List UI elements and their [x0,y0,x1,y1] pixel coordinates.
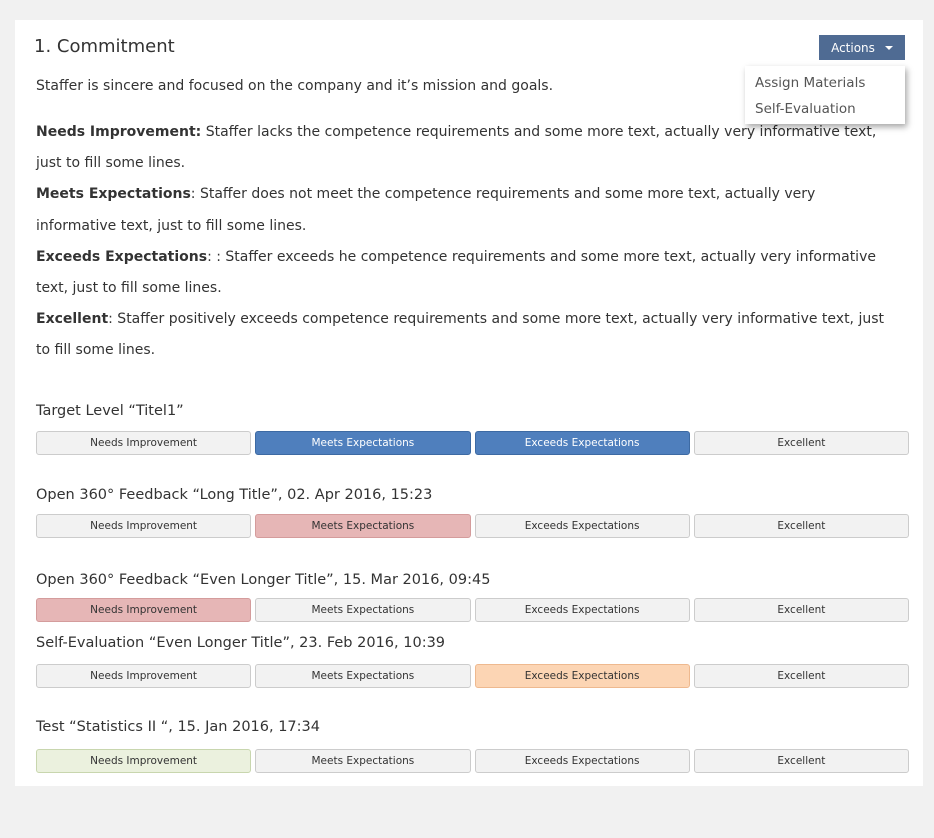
criterion-term: Exceeds Expectations [36,248,208,265]
rating-row: Needs Improvement Meets Expectations Excee… [36,514,909,538]
rating-button-needs-improvement[interactable]: Needs Improvement [36,598,252,622]
actions-menu: Assign Materials Self-Evaluation [745,66,905,124]
rating-button-excellent[interactable]: Excellent [693,514,909,538]
rating-button-meets-expectations[interactable]: Meets Expectations [255,749,471,773]
rating-button-excellent[interactable]: Excellent [693,598,909,622]
rating-row: Needs Improvement Meets Expectations Excee… [36,664,909,688]
rating-button-meets-expectations[interactable]: Meets Expectations [255,431,471,455]
criterion: Needs Improvement: Staffer lacks the com… [36,117,886,179]
criterion: Meets Expectations: Staffer does not mee… [36,179,886,241]
rating-button-needs-improvement[interactable]: Needs Improvement [36,664,252,688]
menu-item-assign-materials[interactable]: Assign Materials [755,75,866,91]
section-label: Self-Evaluation “Even Longer Title”, 23.… [36,635,446,651]
description: Staffer is sincere and focused on the co… [36,78,554,94]
criterion-term: Meets Expectations [36,186,191,203]
section-label: Test “Statistics II “, 15. Jan 2016, 17:… [36,719,320,735]
section-label: Open 360° Feedback “Even Longer Title”, … [36,572,491,588]
criterion-term: Excellent [36,311,109,328]
caret-down-icon [884,45,893,50]
rating-button-needs-improvement[interactable]: Needs Improvement [36,431,252,455]
rating-button-needs-improvement[interactable]: Needs Improvement [36,749,252,773]
section-label: Open 360° Feedback “Long Title”, 02. Apr… [36,487,433,503]
rating-button-exceeds-expectations[interactable]: Exceeds Expectations [474,514,690,538]
rating-row: Needs Improvement Meets Expectations Excee… [36,431,909,455]
rating-button-excellent[interactable]: Excellent [693,664,909,688]
criterion-text: : Staffer does not meet the competence r… [36,186,816,234]
page-title: 1. Commitment [34,36,175,57]
rating-button-needs-improvement[interactable]: Needs Improvement [36,514,252,538]
criterion-text: : : Staffer exceeds he competence requir… [36,248,876,297]
criterion-text: Staffer lacks the competence requirement… [36,124,877,172]
actions-label: Actions [831,40,875,55]
section-label: Target Level “Titel1” [36,403,184,419]
rating-row: Needs Improvement Meets Expectations Excee… [36,598,909,622]
menu-item-self-evaluation[interactable]: Self-Evaluation [755,101,856,117]
criterion-text: : Staffer positively exceeds competence … [36,311,884,359]
rating-button-excellent[interactable]: Excellent [693,431,909,455]
rating-button-exceeds-expectations[interactable]: Exceeds Expectations [474,749,690,773]
rating-button-exceeds-expectations[interactable]: Exceeds Expectations [474,664,690,688]
criterion: Exceeds Expectations: : Staffer exceeds … [36,242,886,304]
criteria-list: Needs Improvement: Staffer lacks the com… [36,117,886,367]
rating-button-exceeds-expectations[interactable]: Exceeds Expectations [474,598,690,622]
rating-row: Needs Improvement Meets Expectations Excee… [36,749,909,773]
criterion-term: Needs Improvement: [36,124,202,140]
actions-button[interactable]: Actions [819,35,905,60]
rating-button-exceeds-expectations[interactable]: Exceeds Expectations [474,431,690,455]
rating-button-meets-expectations[interactable]: Meets Expectations [255,514,471,538]
rating-button-excellent[interactable]: Excellent [693,749,909,773]
criterion: Excellent: Staffer positively exceeds co… [36,304,886,366]
competency-card: 1. Commitment Actions Assign Materials S… [15,20,923,786]
rating-button-meets-expectations[interactable]: Meets Expectations [255,598,471,622]
rating-button-meets-expectations[interactable]: Meets Expectations [255,664,471,688]
